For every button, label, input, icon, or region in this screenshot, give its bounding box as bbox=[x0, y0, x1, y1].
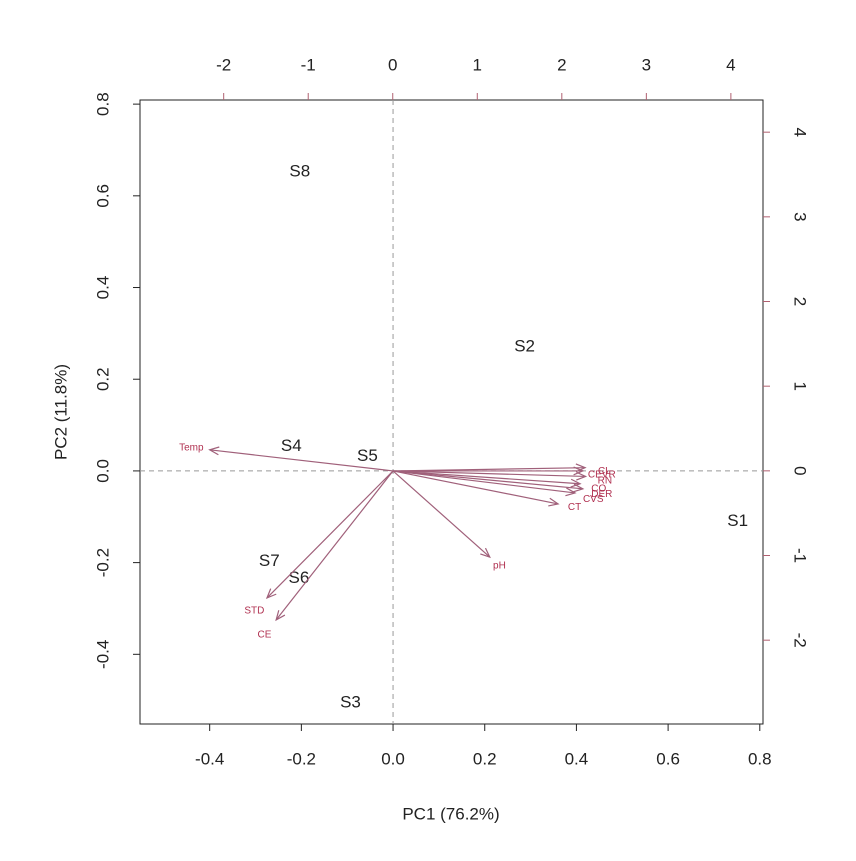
y2-tick-label: 1 bbox=[791, 381, 810, 390]
arrow-head bbox=[208, 446, 220, 456]
y-tick-label: 0.6 bbox=[93, 184, 112, 208]
loading-label: Temp bbox=[179, 442, 204, 453]
loading-label: CO bbox=[591, 484, 606, 495]
x2-tick-label: -1 bbox=[301, 55, 316, 74]
sample-label: S6 bbox=[289, 568, 310, 587]
arrow-head bbox=[565, 487, 577, 497]
y2-tick-label: 0 bbox=[791, 466, 810, 475]
x-tick-label: 0.4 bbox=[565, 749, 589, 768]
sample-label: S5 bbox=[357, 446, 378, 465]
x2-tick-label: -2 bbox=[216, 55, 231, 74]
y-tick-label: 0.0 bbox=[93, 459, 112, 483]
loading-label: CE bbox=[258, 629, 272, 640]
arrow-head bbox=[576, 471, 588, 481]
sample-label: S8 bbox=[289, 161, 310, 180]
loading-arrow bbox=[393, 467, 586, 472]
loading-label: STD bbox=[244, 605, 264, 616]
x-tick-label: -0.2 bbox=[287, 749, 316, 768]
loading-label: CVS bbox=[583, 494, 604, 505]
loading-arrow bbox=[209, 449, 394, 472]
loading-label: DER bbox=[591, 489, 612, 500]
x-tick-label: 0.0 bbox=[381, 749, 405, 768]
loading-label: CEVR bbox=[588, 470, 616, 481]
loading-arrow bbox=[392, 470, 576, 494]
y2-tick-label: -2 bbox=[791, 633, 810, 648]
x2-tick-label: 2 bbox=[557, 55, 566, 74]
y-axis-label: PC2 (11.8%) bbox=[51, 364, 70, 460]
loading-label: RN bbox=[598, 476, 612, 487]
sample-label: S1 bbox=[727, 511, 748, 530]
arrow-head bbox=[575, 463, 587, 473]
loading-arrow bbox=[393, 470, 586, 478]
x2-tick-label: 0 bbox=[388, 55, 397, 74]
y2-tick-label: -1 bbox=[791, 548, 810, 563]
sample-label: S7 bbox=[259, 551, 280, 570]
sample-label: S4 bbox=[281, 436, 302, 455]
arrow-head bbox=[573, 483, 585, 493]
x-tick-label: -0.4 bbox=[195, 749, 224, 768]
arrow-head bbox=[570, 478, 582, 488]
x2-tick-label: 4 bbox=[726, 55, 735, 74]
arrow-head bbox=[480, 547, 491, 559]
y2-tick-label: 3 bbox=[791, 212, 810, 221]
arrow-head bbox=[548, 497, 560, 507]
y-tick-label: 0.2 bbox=[93, 367, 112, 391]
x-tick-label: 0.2 bbox=[473, 749, 497, 768]
x2-tick-label: 3 bbox=[642, 55, 651, 74]
y2-tick-label: 4 bbox=[791, 127, 810, 136]
x2-tick-label: 1 bbox=[473, 55, 482, 74]
loading-label: CL bbox=[598, 466, 611, 477]
y-tick-label: 0.8 bbox=[93, 92, 112, 116]
loading-arrow bbox=[392, 470, 559, 505]
loading-label: CT bbox=[568, 502, 581, 513]
y-tick-label: -0.4 bbox=[93, 640, 112, 669]
plot-frame bbox=[139, 99, 764, 725]
y-tick-label: 0.4 bbox=[93, 276, 112, 300]
sample-label: S2 bbox=[514, 337, 535, 356]
x-tick-label: 0.8 bbox=[748, 749, 772, 768]
loading-arrow bbox=[392, 470, 491, 558]
arrow-head bbox=[265, 588, 277, 600]
x-axis-label: PC1 (76.2%) bbox=[402, 804, 499, 823]
loading-label: pH bbox=[493, 560, 506, 571]
loading-arrow bbox=[266, 470, 394, 599]
loading-arrow bbox=[393, 470, 581, 485]
y-tick-label: -0.2 bbox=[93, 548, 112, 577]
y2-tick-label: 2 bbox=[791, 297, 810, 306]
loading-arrow bbox=[392, 470, 583, 490]
arrow-head bbox=[275, 610, 286, 622]
sample-label: S3 bbox=[340, 692, 361, 711]
loading-arrow bbox=[275, 470, 394, 621]
x-tick-label: 0.6 bbox=[656, 749, 680, 768]
